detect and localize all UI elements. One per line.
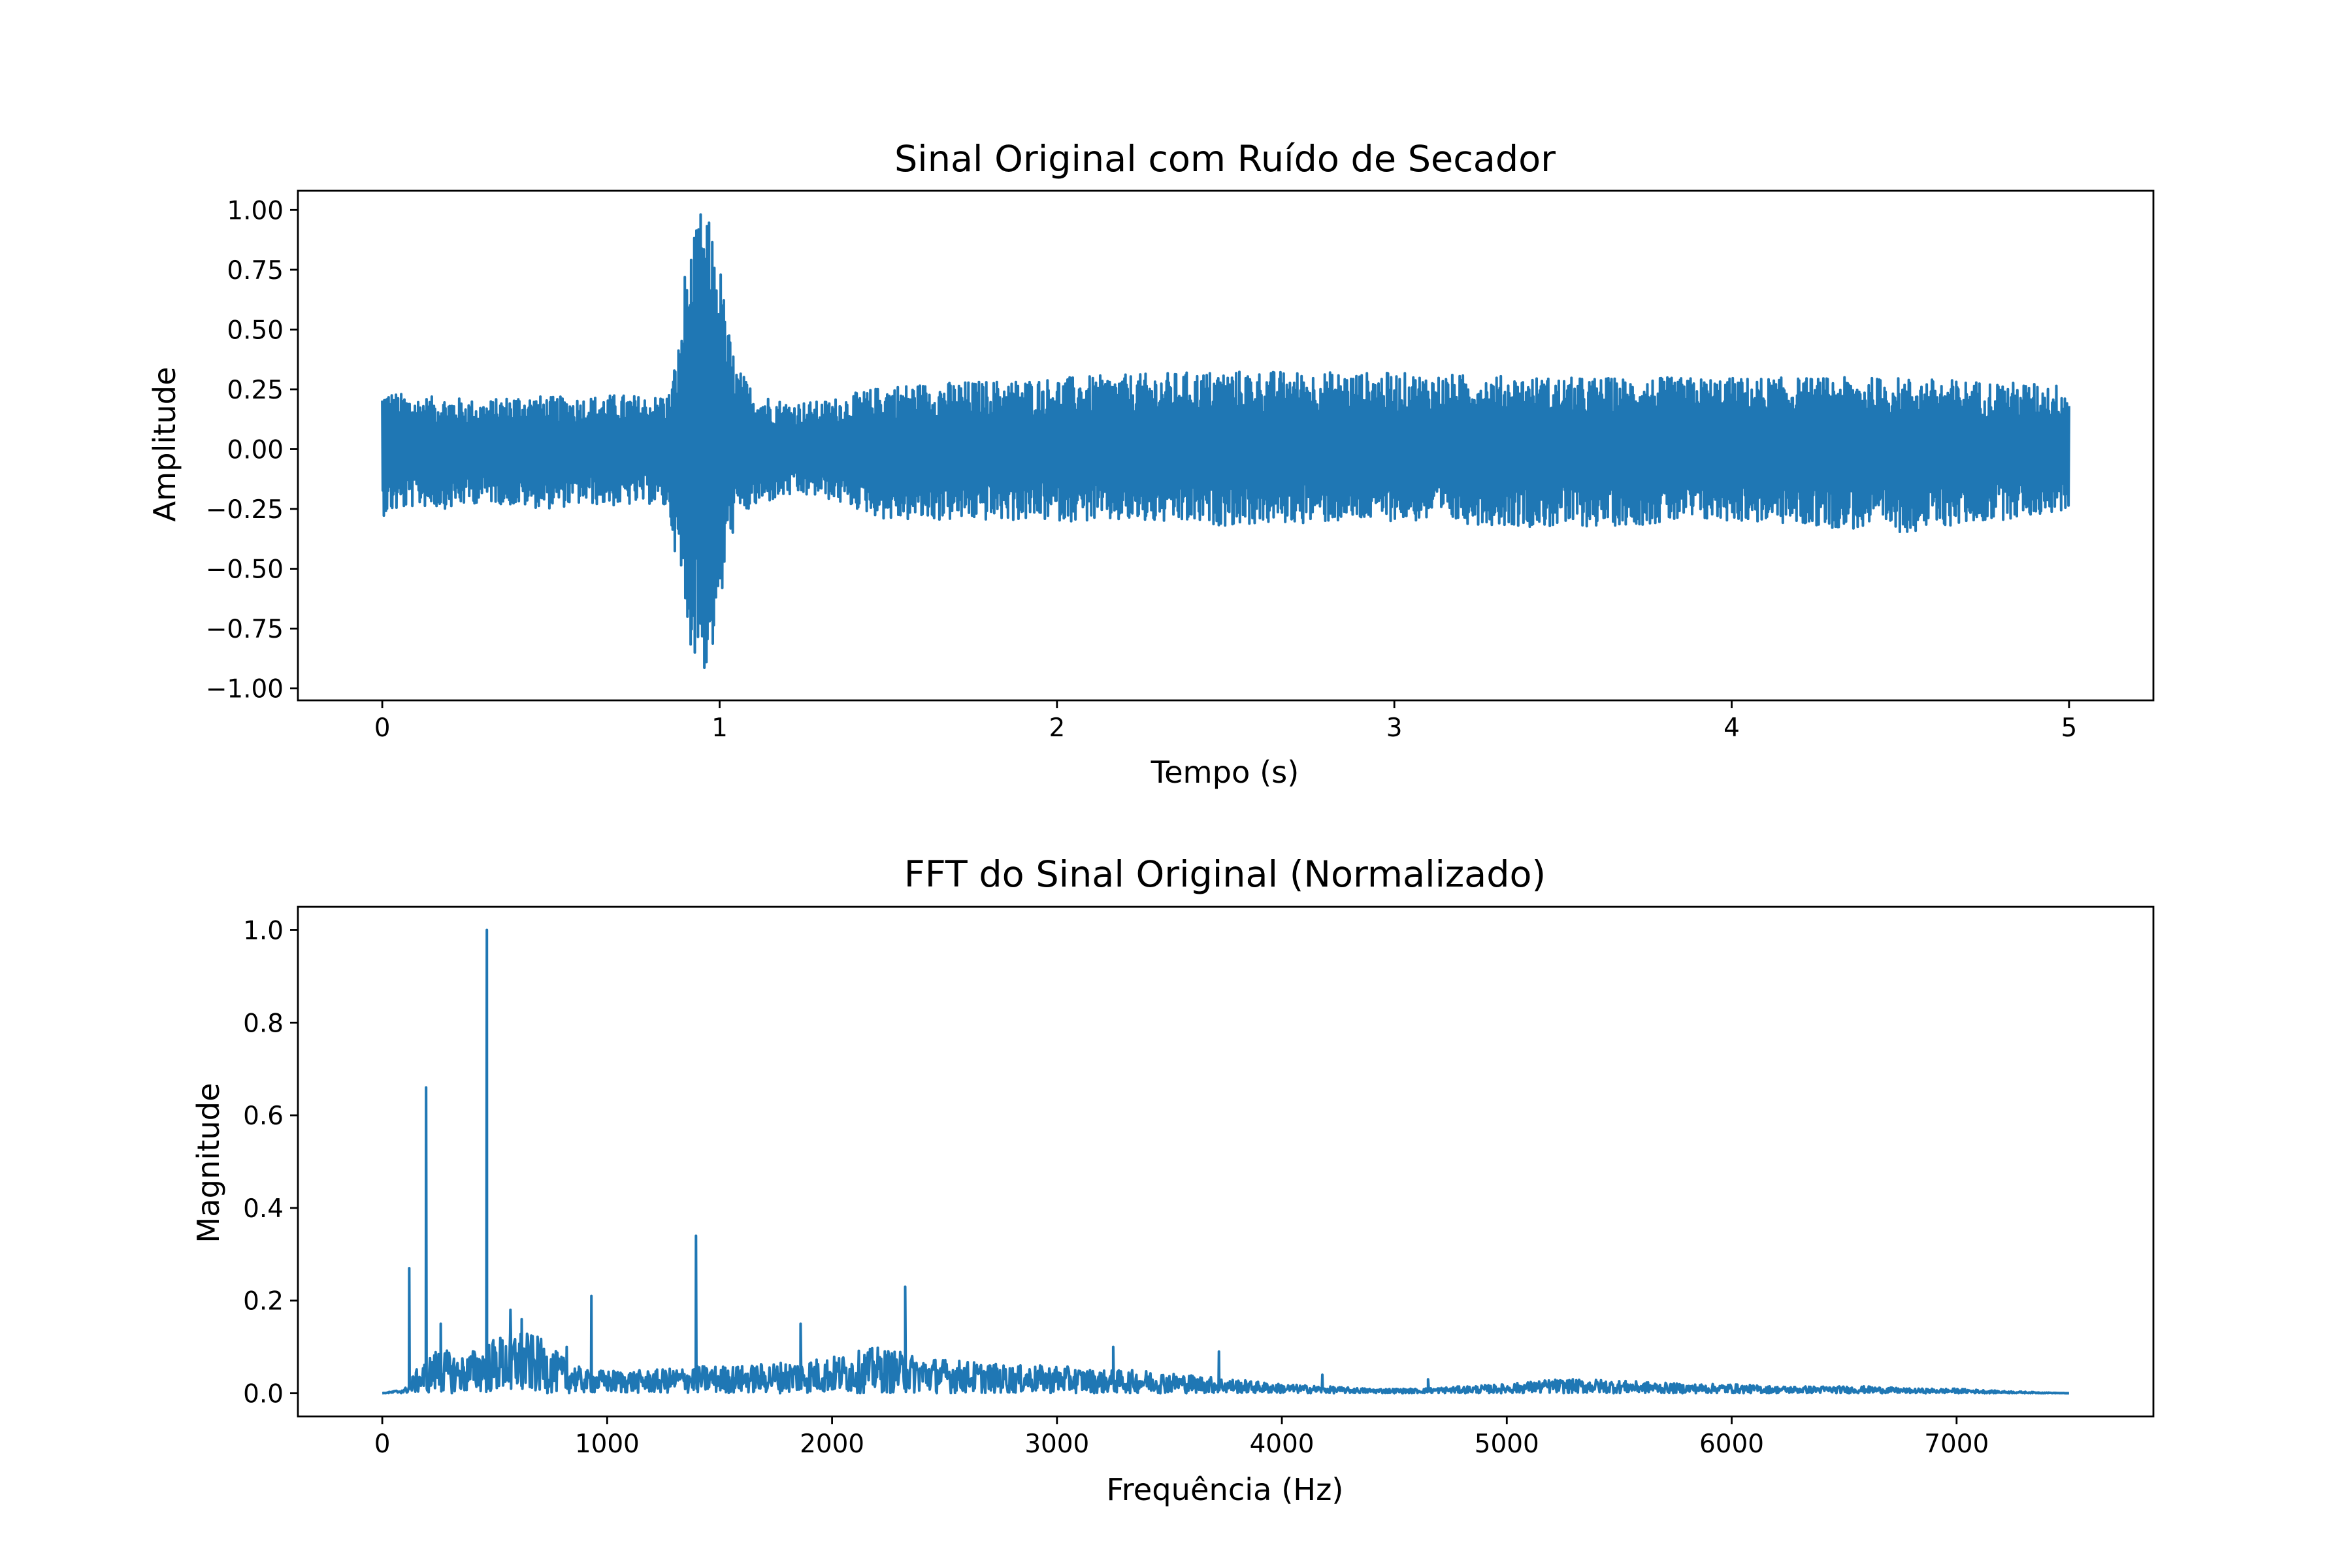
fft-plot-title: FFT do Sinal Original (Normalizado): [904, 853, 1546, 896]
y-tick-label: 0.00: [227, 435, 284, 465]
x-tick-label: 4: [1723, 713, 1740, 743]
x-tick-label: 5: [2061, 713, 2078, 743]
y-tick-label: 0.0: [243, 1380, 284, 1409]
x-tick-label: 7000: [1924, 1429, 1989, 1459]
x-tick-label: 5000: [1475, 1429, 1539, 1459]
fft-line: [382, 928, 2070, 1395]
y-tick-label: 0.6: [243, 1102, 284, 1131]
x-tick-label: 1: [711, 713, 728, 743]
fft-plot-ticks: 0 1000 2000 3000 4000 5000 6000 7000 0.0 0.2 0.4 0.…: [243, 916, 1989, 1459]
y-tick-label: 1.0: [243, 916, 284, 945]
fft-plot-xlabel: Frequência (Hz): [1107, 1472, 1344, 1507]
y-tick-label: −0.25: [206, 495, 284, 525]
fft-plot-ylabel: Magnitude: [191, 1083, 226, 1243]
time-plot-ylabel: Amplitude: [147, 367, 182, 521]
x-tick-label: 0: [374, 713, 391, 743]
time-plot-series: [381, 213, 2070, 669]
x-tick-label: 0: [374, 1429, 391, 1459]
x-tick-label: 1000: [575, 1429, 640, 1459]
y-tick-label: 0.25: [227, 376, 284, 405]
time-plot-title: Sinal Original com Ruído de Secador: [894, 138, 1556, 180]
y-tick-label: 0.75: [227, 256, 284, 286]
y-tick-label: 0.50: [227, 316, 284, 345]
x-tick-label: 3000: [1024, 1429, 1089, 1459]
y-tick-label: −0.75: [206, 615, 284, 644]
fft-plot-series: [382, 928, 2070, 1395]
time-plot-ticks: 0 1 2 3 4 5 −1.00 −0.75 −0.50 −0.25 0.00 0.25 0.50 0.…: [206, 196, 2077, 743]
fft-plot: FFT do Sinal Original (Normalizado) Freq…: [191, 853, 2155, 1507]
x-tick-label: 6000: [1699, 1429, 1764, 1459]
x-tick-label: 3: [1386, 713, 1403, 743]
time-plot-xlabel: Tempo (s): [1151, 755, 1299, 790]
y-tick-label: 0.4: [243, 1194, 284, 1224]
y-tick-label: 1.00: [227, 196, 284, 225]
time-signal-plot: Sinal Original com Ruído de Secador Temp…: [147, 138, 2155, 790]
signal-line: [381, 213, 2070, 669]
y-tick-label: −0.50: [206, 555, 284, 585]
fft-plot-frame: [297, 906, 2155, 1418]
x-tick-label: 2: [1049, 713, 1065, 743]
time-plot-frame: [297, 189, 2155, 702]
y-tick-label: −1.00: [206, 675, 284, 704]
x-tick-label: 2000: [800, 1429, 864, 1459]
x-tick-label: 4000: [1250, 1429, 1315, 1459]
y-tick-label: 0.8: [243, 1009, 284, 1038]
y-tick-label: 0.2: [243, 1287, 284, 1316]
